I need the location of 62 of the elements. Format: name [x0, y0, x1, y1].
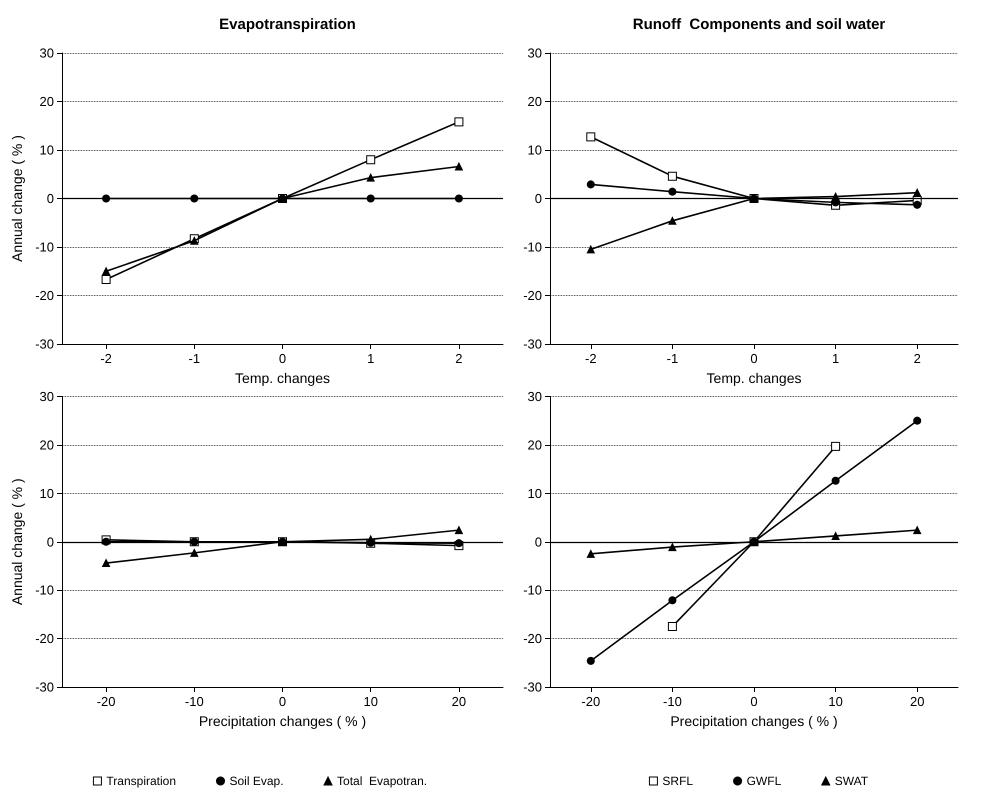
- x-axis-title: Temp. changes: [235, 370, 330, 386]
- x-tick-label: -1: [666, 351, 678, 366]
- y-tick-label: 30: [40, 389, 54, 404]
- y-tick-label: 30: [528, 46, 542, 60]
- legend-label: GWFL: [746, 774, 782, 788]
- x-tick-label: 0: [750, 351, 758, 366]
- y-tick-label: -30: [523, 680, 542, 694]
- x-tick-label: 0: [278, 351, 286, 366]
- x-tick-label: 2: [455, 351, 463, 366]
- y-tick-label: -30: [35, 680, 54, 694]
- x-axis-title: Precipitation changes ( % ): [198, 713, 366, 729]
- legend-label: Transpiration: [106, 774, 176, 788]
- y-tick-label: -10: [523, 582, 542, 598]
- y-tick-label: 0: [534, 534, 542, 550]
- y-tick-label: -20: [35, 288, 54, 303]
- x-tick-label: -10: [663, 694, 682, 709]
- legend-label: Soil Evap.: [230, 774, 284, 788]
- x-tick-label: 20: [452, 694, 466, 709]
- x-axis-title: Precipitation changes ( % ): [670, 713, 838, 729]
- x-tick-label: -1: [188, 351, 200, 366]
- x-tick-label: 10: [828, 694, 843, 709]
- chart-title: Evapotranspiration: [219, 16, 356, 33]
- y-tick-label: -20: [35, 631, 54, 646]
- x-tick-label: 0: [750, 694, 758, 709]
- y-axis-title: Annual change ( % ): [9, 478, 25, 606]
- y-tick-label: 20: [528, 437, 542, 452]
- y-tick-label: -20: [523, 288, 542, 303]
- y-tick-label: 0: [46, 191, 54, 206]
- x-tick-label: -20: [96, 694, 116, 709]
- x-tick-label: 1: [367, 351, 374, 366]
- y-tick-label: 10: [528, 486, 542, 501]
- y-tick-label: 20: [40, 437, 54, 452]
- y-tick-label: -10: [523, 240, 542, 254]
- x-tick-label: 1: [832, 351, 840, 366]
- y-tick-label: 10: [40, 142, 54, 158]
- legend-label: SWAT: [834, 774, 869, 788]
- y-tick-label: -10: [35, 582, 54, 598]
- legend-label: Total Evapotran.: [337, 774, 428, 788]
- legend-label: SRFL: [662, 774, 694, 788]
- x-tick-label: -20: [581, 694, 600, 709]
- x-tick-label: 0: [278, 694, 286, 709]
- y-tick-label: -10: [35, 240, 54, 254]
- y-tick-label: -30: [523, 336, 542, 352]
- y-tick-label: -20: [523, 631, 542, 646]
- y-tick-label: 20: [528, 94, 542, 109]
- x-tick-label: 10: [363, 694, 378, 709]
- y-tick-label: 10: [528, 142, 542, 158]
- x-tick-label: -2: [100, 351, 112, 366]
- y-tick-label: 30: [528, 389, 542, 404]
- y-tick-label: -30: [35, 336, 54, 352]
- x-axis-title: Temp. changes: [706, 370, 802, 386]
- y-tick-label: 20: [40, 94, 54, 109]
- y-tick-label: 0: [46, 534, 54, 550]
- y-tick-label: 10: [40, 486, 54, 501]
- x-tick-label: 2: [914, 351, 921, 366]
- y-tick-label: 0: [534, 191, 542, 206]
- x-tick-label: -10: [184, 694, 204, 709]
- chart-title: Runoff Components and soil water: [632, 16, 886, 33]
- y-tick-label: 30: [40, 46, 54, 60]
- x-tick-label: 20: [910, 694, 924, 709]
- y-axis-title: Annual change ( % ): [9, 135, 25, 262]
- x-tick-label: -2: [585, 351, 597, 366]
